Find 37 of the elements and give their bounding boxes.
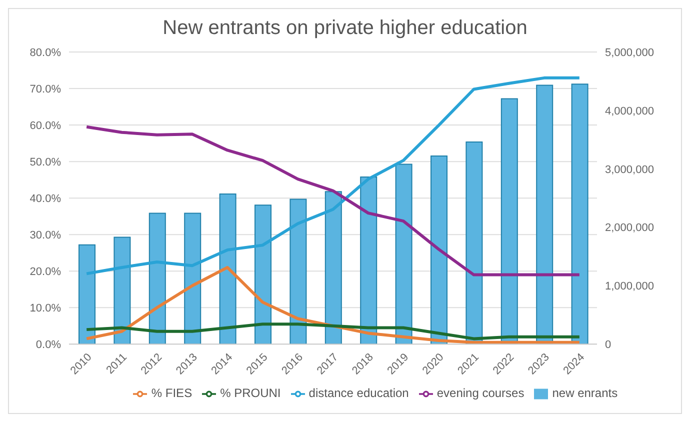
y2-tick-label: 4,000,000: [605, 105, 654, 118]
line-series: [85, 266, 581, 344]
legend-label: distance education: [308, 386, 409, 400]
bar: [290, 198, 307, 344]
line-series: [85, 76, 581, 276]
bar: [254, 204, 272, 344]
bar: [395, 164, 412, 344]
chart-title: New entrants on private higher education: [162, 16, 528, 40]
y-tick-label: 80.0%: [30, 46, 62, 59]
y-tick-label: 0.0%: [36, 339, 62, 352]
bar: [148, 212, 166, 344]
y-tick-label: 10.0%: [30, 302, 62, 315]
bar: [219, 193, 236, 344]
y2-tick-label: 5,000,000: [605, 46, 654, 59]
bar: [430, 156, 448, 344]
y-tick-label: 30.0%: [30, 230, 62, 242]
y2-tick-label: 2,000,000: [605, 222, 654, 234]
bar: [571, 84, 588, 344]
bar: [324, 191, 342, 344]
bar: [184, 212, 202, 344]
legend-label: % FIES: [151, 386, 192, 400]
legend-label: % PROUNI: [220, 386, 281, 400]
y-tick-label: 20.0%: [30, 266, 62, 278]
line-series: [85, 125, 581, 276]
y-tick-label: 50.0%: [30, 156, 62, 168]
y2-tick-label: 1,000,000: [605, 280, 654, 293]
bar: [114, 236, 131, 344]
legend-label: evening courses: [436, 386, 524, 400]
bar: [78, 244, 96, 344]
y-tick-label: 70.0%: [30, 83, 62, 96]
legend-label: new enrants: [552, 386, 618, 400]
line-series: [85, 322, 581, 340]
bar: [360, 176, 378, 344]
y-tick-label: 40.0%: [30, 192, 62, 205]
y2-tick-label: 0: [605, 339, 612, 352]
y2-tick-label: 3,000,000: [605, 164, 654, 176]
y-tick-label: 60.0%: [30, 120, 62, 132]
